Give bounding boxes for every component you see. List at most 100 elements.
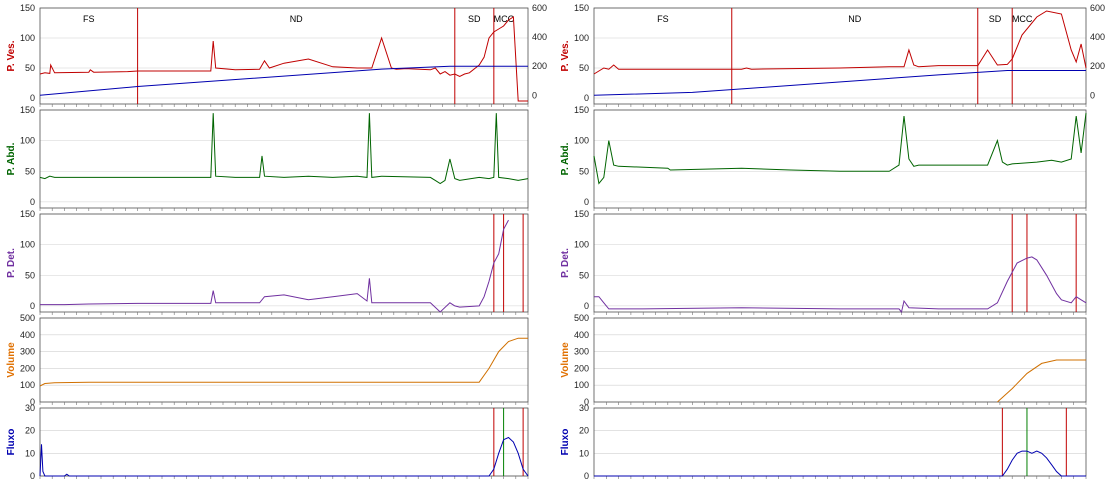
right-tick-label: 200: [532, 61, 547, 71]
y-tick-label: 150: [20, 3, 35, 13]
series-line: [594, 256, 1087, 314]
y-tick-label: 150: [574, 209, 589, 219]
right-tick-label: 400: [532, 32, 547, 42]
phase-label: FS: [657, 14, 669, 24]
y-tick-label: 0: [30, 301, 35, 311]
panel-frame: [39, 407, 529, 477]
panel-frame: [39, 109, 529, 209]
y-tick-label: 20: [25, 426, 35, 436]
y-tick-label: 30: [25, 403, 35, 413]
right-tick-label: 0: [1090, 90, 1095, 100]
panel-frame: [593, 317, 1087, 403]
phase-label: SD: [989, 14, 1002, 24]
y-axis-label: P. Det.: [560, 248, 571, 278]
y-axis-label: Volume: [6, 342, 17, 378]
y-tick-label: 500: [574, 313, 589, 323]
y-tick-label: 150: [20, 105, 35, 115]
series-line: [39, 16, 528, 102]
y-tick-label: 100: [20, 33, 35, 43]
series-line: [40, 219, 509, 313]
y-axis-label: Volume: [560, 342, 571, 378]
panel-fluxo: 0 10 20 30 Fluxo: [6, 403, 529, 481]
y-tick-label: 30: [579, 403, 589, 413]
y-tick-label: 400: [20, 330, 35, 340]
y-tick-label: 0: [584, 93, 589, 103]
y-tick-label: 150: [574, 3, 589, 13]
phase-label: SD: [468, 14, 481, 24]
y-tick-label: 400: [574, 330, 589, 340]
y-tick-label: 100: [574, 136, 589, 146]
series-line: [39, 65, 528, 96]
y-axis-label: P. Abd.: [560, 142, 571, 175]
y-tick-label: 300: [20, 347, 35, 357]
y-tick-label: 50: [579, 166, 589, 176]
y-axis-label: P. Ves.: [560, 40, 571, 71]
panel-frame: [39, 213, 529, 313]
y-tick-label: 300: [574, 347, 589, 357]
right-tick-label: 600: [532, 3, 547, 13]
y-tick-label: 50: [25, 63, 35, 73]
phase-label: FS: [83, 14, 95, 24]
y-tick-label: 0: [584, 397, 589, 407]
y-tick-label: 200: [20, 363, 35, 373]
y-axis-label: P. Abd.: [6, 142, 17, 175]
y-tick-label: 0: [30, 471, 35, 481]
panel-pves: 0 50 100 150 P. Ves. 0 200 400 600 FS ND SD MCC: [6, 3, 547, 107]
y-tick-label: 50: [579, 270, 589, 280]
series-line: [594, 450, 1086, 477]
panel-pabd: 0 50 100 150 P. Abd.: [560, 105, 1087, 211]
y-tick-label: 500: [20, 313, 35, 323]
y-tick-label: 150: [20, 209, 35, 219]
panel-pves: 0 50 100 150 P. Ves. 0 200 400 600 FS ND SD MCC: [560, 3, 1105, 107]
series-line: [593, 113, 1087, 185]
panel-pabd: 0 50 100 150 P. Abd.: [6, 105, 529, 211]
right-tick-label: 600: [1090, 3, 1105, 13]
y-axis-label: P. Det.: [6, 248, 17, 278]
y-tick-label: 10: [579, 448, 589, 458]
y-tick-label: 100: [20, 380, 35, 390]
y-axis-label: Fluxo: [560, 429, 571, 456]
y-tick-label: 50: [25, 166, 35, 176]
y-tick-label: 0: [30, 197, 35, 207]
right-tick-label: 0: [532, 90, 537, 100]
y-tick-label: 100: [574, 380, 589, 390]
y-tick-label: 0: [30, 93, 35, 103]
panel-fluxo: 0 10 20 30 Fluxo: [560, 403, 1087, 481]
y-tick-label: 0: [30, 397, 35, 407]
y-tick-label: 50: [579, 63, 589, 73]
y-tick-label: 100: [20, 136, 35, 146]
series-line: [997, 359, 1086, 403]
y-tick-label: 20: [579, 426, 589, 436]
panel-pdet: 0 50 100 150 P. Det.: [560, 209, 1087, 315]
y-axis-label: Fluxo: [6, 429, 17, 456]
series-line: [593, 70, 1086, 96]
panel-frame: [39, 317, 529, 403]
right-tick-label: 200: [1090, 61, 1105, 71]
y-tick-label: 100: [20, 240, 35, 250]
right-tick-label: 400: [1090, 32, 1105, 42]
phase-label: ND: [848, 14, 861, 24]
panel-volume: 0 100 200 300 400 500 Volume: [6, 313, 529, 407]
series-line: [39, 436, 529, 477]
y-tick-label: 10: [25, 448, 35, 458]
panel-pdet: 0 50 100 150 P. Det.: [6, 209, 529, 315]
y-tick-label: 50: [25, 270, 35, 280]
phase-label: ND: [290, 14, 303, 24]
y-tick-label: 0: [584, 471, 589, 481]
panel-frame: [593, 407, 1087, 477]
panel-frame: [593, 109, 1087, 209]
y-tick-label: 200: [574, 363, 589, 373]
series-line: [39, 337, 528, 387]
series-line: [39, 113, 529, 185]
phase-label: MCC: [494, 14, 515, 24]
series-line: [593, 10, 1087, 75]
y-axis-label: P. Ves.: [6, 40, 17, 71]
panel-volume: 0 100 200 300 400 500 Volume: [560, 313, 1087, 407]
y-tick-label: 0: [584, 301, 589, 311]
y-tick-label: 100: [574, 240, 589, 250]
y-tick-label: 0: [584, 197, 589, 207]
y-tick-label: 100: [574, 33, 589, 43]
